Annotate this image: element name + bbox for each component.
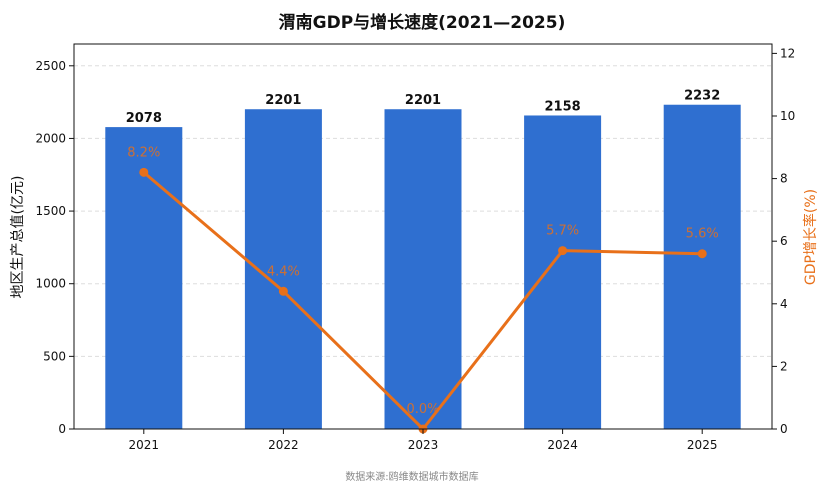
growth-rate-label: 5.7% <box>546 224 579 239</box>
y-axis-label-left: 地区生产总值(亿元) <box>10 176 26 299</box>
y-axis-label-right: GDP增长率(%) <box>802 189 819 285</box>
bar-value-label: 2201 <box>265 93 301 108</box>
x-tick-label: 2021 <box>129 438 160 452</box>
growth-rate-point <box>139 167 149 177</box>
bar-value-label: 2158 <box>545 99 581 114</box>
chart-title: 渭南GDP与增长速度(2021—2025) <box>279 12 566 33</box>
bar-series: 2078 2201 2201 2158 2232 <box>105 89 741 430</box>
y-tick-label: 1500 <box>35 204 66 218</box>
x-tick-label: 2022 <box>268 438 299 452</box>
y-tick-label: 0 <box>58 422 66 436</box>
bar-value-label: 2232 <box>684 89 720 104</box>
bar-value-label: 2201 <box>405 93 441 108</box>
growth-rate-label: 5.6% <box>686 227 719 242</box>
y-tick-label: 500 <box>43 349 66 363</box>
y-tick-label: 2000 <box>35 131 66 145</box>
x-tick-label: 2025 <box>687 438 718 452</box>
bar-value-label: 2078 <box>126 111 162 126</box>
bar-2025 <box>663 104 741 429</box>
axes: 0 500 1000 1500 2000 2500 0 2 4 6 8 10 12 2021 2022 202… <box>35 46 795 452</box>
y2-tick-label: 2 <box>780 359 788 373</box>
y2-tick-label: 4 <box>780 297 788 311</box>
bar-2021 <box>105 127 183 430</box>
gridlines <box>74 65 772 357</box>
growth-rate-label: 4.4% <box>267 264 300 279</box>
growth-rate-point <box>558 246 568 256</box>
y2-tick-label: 0 <box>780 422 788 436</box>
y-tick-label: 2500 <box>35 59 66 73</box>
y-tick-label: 1000 <box>35 277 66 291</box>
growth-rate-point <box>278 286 288 296</box>
y2-tick-label: 12 <box>780 46 795 60</box>
x-tick-label: 2024 <box>547 438 578 452</box>
source-note: 数据来源:鸥维数据城市数据库 <box>345 470 478 483</box>
growth-rate-label: 0.0% <box>406 402 439 417</box>
bar-2023 <box>384 109 462 429</box>
y2-tick-label: 10 <box>780 109 795 123</box>
y2-tick-label: 8 <box>780 172 788 186</box>
growth-rate-label: 8.2% <box>127 145 160 160</box>
y2-tick-label: 6 <box>780 234 788 248</box>
bar-2024 <box>524 115 602 429</box>
growth-rate-point <box>697 249 707 259</box>
x-tick-label: 2023 <box>408 438 439 452</box>
